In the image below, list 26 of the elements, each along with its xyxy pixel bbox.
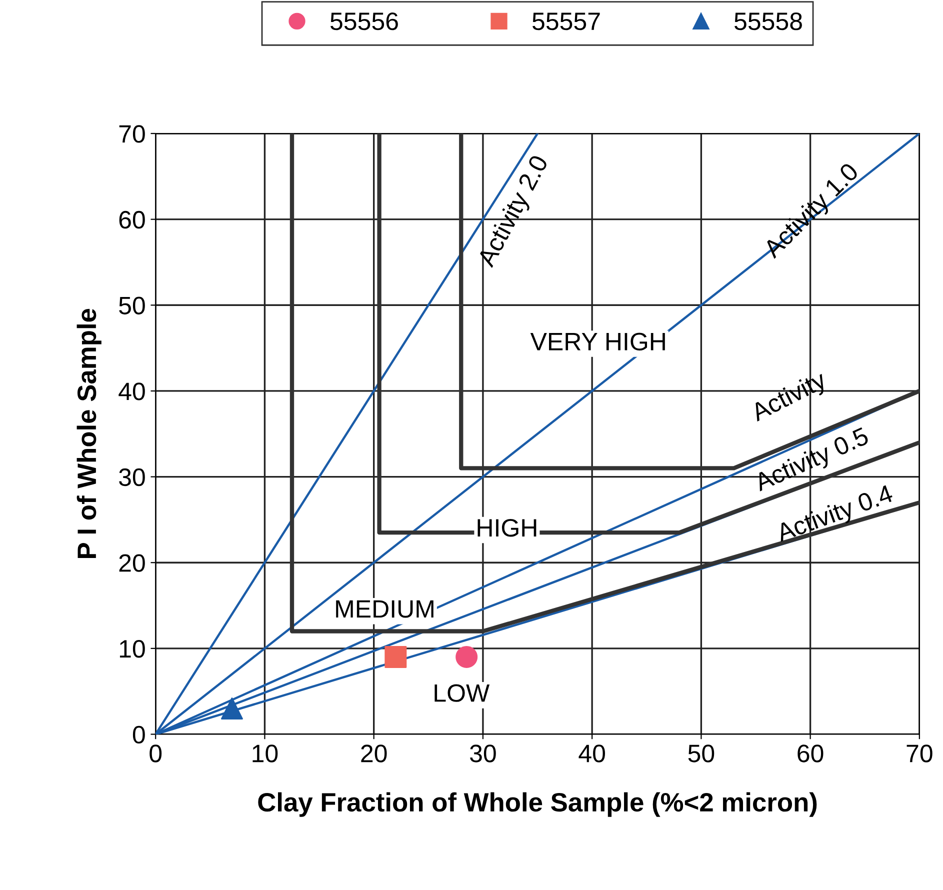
legend-label: 55556	[330, 12, 398, 30]
y-tick-label: 40	[118, 382, 145, 400]
annotation: Activity 0.4	[774, 484, 896, 547]
y-tick-label: 20	[119, 554, 145, 572]
y-tick-label: 50	[119, 296, 145, 314]
y-axis-title: P I of Whole Sample	[76, 308, 102, 558]
annotation: LOW	[434, 684, 490, 702]
x-tick-label: 30	[470, 744, 496, 762]
annotation: VERY HIGH	[530, 332, 665, 350]
y-tick-label: 70	[119, 125, 145, 143]
annotation: MEDIUM	[336, 600, 434, 618]
y-tick-label: 30	[119, 468, 145, 486]
x-tick-label: 20	[361, 744, 387, 762]
x-tick-label: 10	[252, 744, 278, 762]
legend-label: 55557	[532, 12, 600, 30]
y-tick-label: 10	[120, 640, 145, 658]
x-tick-label: 0	[150, 744, 162, 762]
x-axis-title: Clay Fraction of Whole Sample (%<2 micron)	[258, 792, 817, 817]
x-tick-label: 70	[906, 744, 932, 762]
annotation: HIGH	[478, 519, 536, 537]
x-tick-label: 60	[798, 744, 824, 762]
x-tick-label: 50	[688, 744, 714, 762]
y-tick-label: 60	[119, 210, 145, 229]
y-tick-label: 0	[132, 726, 145, 744]
legend-label: 55558	[734, 12, 802, 30]
x-tick-label: 40	[578, 744, 605, 762]
